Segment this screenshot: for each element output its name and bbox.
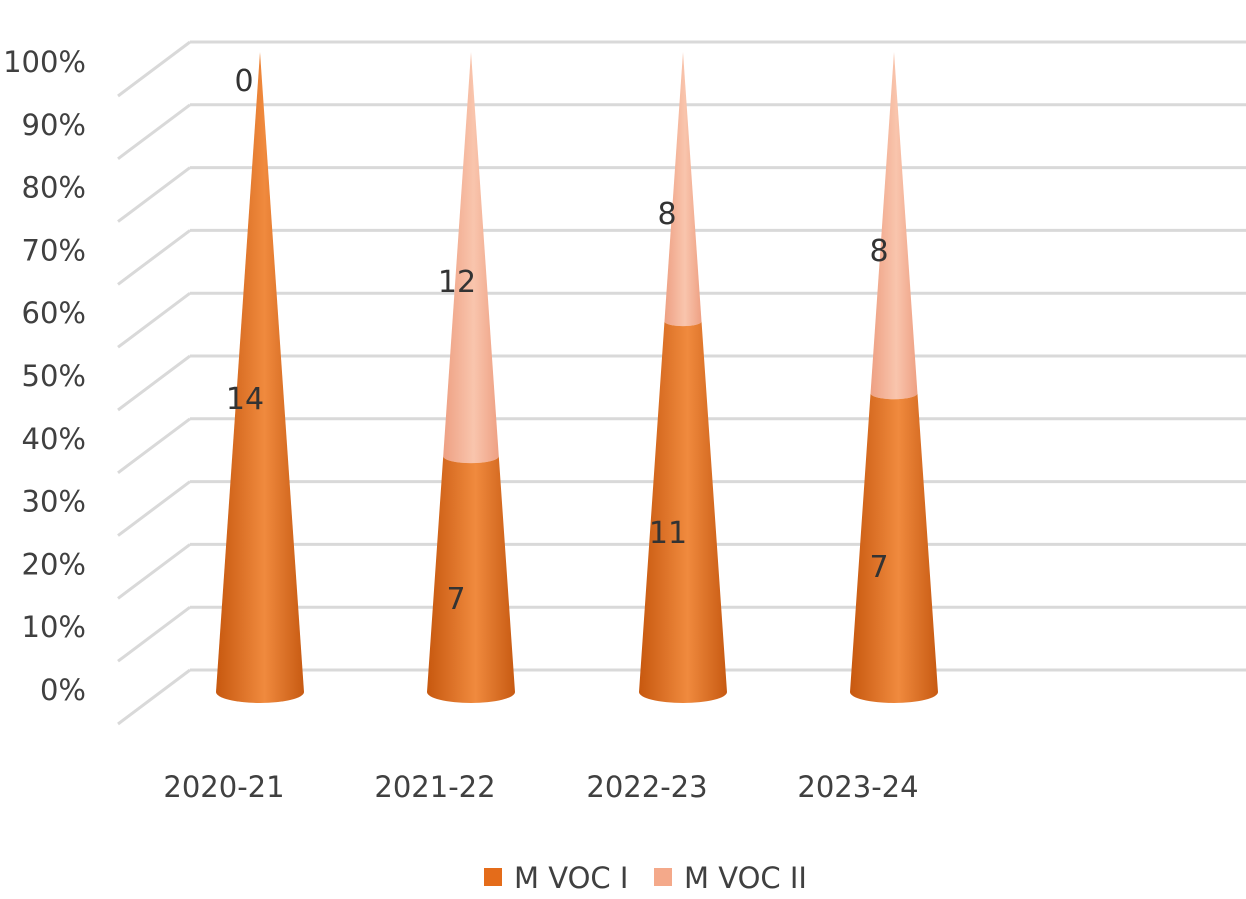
- y-tick-label: 40%: [22, 422, 86, 456]
- cone-2020-21: [216, 52, 304, 703]
- data-label: 11: [649, 516, 687, 551]
- cone-2023-24: [850, 52, 938, 703]
- y-tick-label: 60%: [22, 296, 86, 330]
- gridline-diagonal: [117, 480, 191, 537]
- cone-segment-m-voc-ii: [443, 52, 499, 464]
- data-label: 0: [234, 64, 253, 99]
- x-category-label: 2022-23: [586, 770, 707, 804]
- data-label: 8: [869, 234, 888, 269]
- y-tick-label: 50%: [22, 359, 86, 393]
- x-axis-categories: 2020-21 2021-22 2022-23 2023-24: [163, 770, 918, 804]
- y-axis-ticks: 0% 10% 20% 30% 40% 50% 60% 70% 80% 90% 100%: [3, 45, 86, 707]
- y-tick-label: 70%: [22, 233, 86, 267]
- cone-2021-22: [427, 52, 515, 703]
- cone-segment-m-voc-i: [639, 321, 727, 703]
- y-tick-label: 0%: [40, 673, 86, 707]
- x-category-label: 2020-21: [163, 770, 284, 804]
- y-tick-label: 100%: [3, 45, 86, 79]
- x-category-label: 2021-22: [374, 770, 495, 804]
- legend-label: M VOC II: [684, 861, 807, 895]
- cone-2022-23: [639, 52, 727, 703]
- gridline-diagonal: [117, 166, 191, 223]
- gridline-diagonal: [117, 354, 191, 412]
- data-label: 8: [657, 197, 676, 232]
- x-category-label: 2023-24: [797, 770, 918, 804]
- cone-segment-m-voc-i: [850, 393, 938, 703]
- data-label: 12: [438, 265, 476, 300]
- gridlines: [117, 40, 1246, 726]
- y-tick-label: 80%: [22, 171, 86, 205]
- legend: M VOC I M VOC II: [484, 861, 807, 895]
- y-tick-label: 90%: [22, 108, 86, 142]
- gridline-diagonal: [117, 292, 191, 349]
- gridline-diagonal: [117, 417, 191, 474]
- gridline-diagonal: [117, 606, 191, 663]
- gridline-diagonal: [117, 40, 191, 98]
- cone-segment-m-voc-ii: [664, 52, 702, 327]
- gridline-diagonal: [117, 668, 191, 726]
- data-label: 7: [869, 550, 888, 585]
- y-tick-label: 20%: [22, 547, 86, 581]
- cone-segment-m-voc-ii: [870, 52, 918, 400]
- legend-swatch: [654, 868, 672, 886]
- gridline-diagonal: [117, 543, 191, 600]
- gridline-diagonal: [117, 229, 191, 286]
- data-label: 14: [226, 382, 264, 417]
- cone-segment-m-voc-i: [216, 52, 304, 703]
- legend-label: M VOC I: [514, 861, 628, 895]
- legend-swatch: [484, 868, 502, 886]
- data-labels: 14 0 7 12 11 8 7 8: [226, 64, 889, 617]
- data-label: 7: [446, 582, 465, 617]
- cone-segment-m-voc-i: [427, 456, 515, 703]
- gridline-diagonal: [117, 103, 191, 161]
- y-tick-label: 30%: [22, 485, 86, 519]
- y-tick-label: 10%: [22, 610, 86, 644]
- cones: [216, 52, 938, 703]
